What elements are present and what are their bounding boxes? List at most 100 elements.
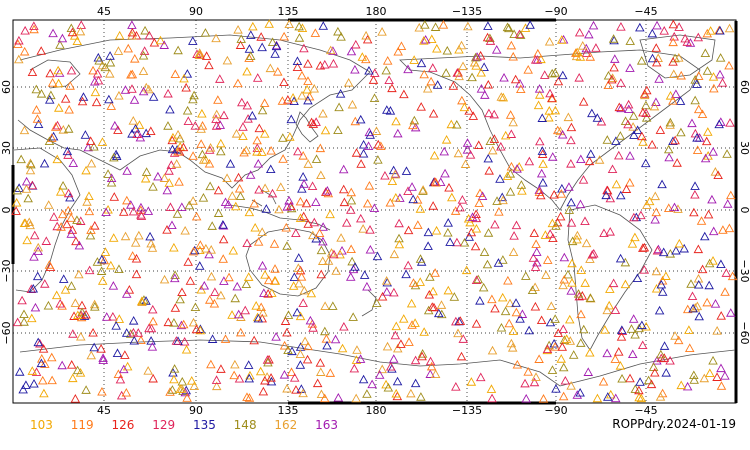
observation-marker	[230, 293, 240, 303]
observation-marker	[252, 143, 263, 152]
observation-marker	[565, 336, 576, 345]
map-caption: ROPPdry.2024-01-19	[612, 417, 736, 431]
observation-marker	[297, 90, 307, 100]
observation-marker	[669, 202, 680, 212]
observation-marker	[257, 147, 267, 156]
observation-marker	[45, 68, 55, 78]
observation-marker	[211, 375, 222, 384]
observation-marker	[121, 328, 132, 337]
tick-right-0: 60	[738, 80, 750, 94]
observation-marker	[485, 33, 495, 43]
observation-marker	[676, 127, 686, 137]
tick-bottom-5: −90	[544, 404, 567, 417]
observation-marker	[463, 21, 473, 31]
observation-marker	[289, 373, 300, 382]
observation-marker	[85, 230, 96, 240]
observation-marker	[244, 53, 254, 62]
observation-marker	[333, 392, 344, 402]
observation-marker	[390, 169, 400, 179]
observation-marker	[613, 347, 624, 356]
observation-marker	[134, 120, 145, 129]
observation-marker	[650, 191, 661, 201]
observation-marker	[170, 303, 181, 312]
observation-marker	[688, 303, 698, 313]
observation-marker	[508, 247, 519, 256]
observation-marker	[328, 58, 339, 68]
observation-marker	[517, 309, 528, 318]
observation-marker	[287, 346, 297, 356]
observation-marker	[236, 34, 246, 43]
observation-marker	[483, 79, 494, 89]
observation-marker	[693, 104, 704, 114]
observation-marker	[320, 301, 330, 310]
observation-marker	[131, 253, 142, 263]
observation-marker	[663, 203, 674, 212]
observation-marker	[358, 224, 368, 233]
observation-marker	[99, 255, 110, 265]
observation-marker	[23, 193, 33, 203]
observation-marker	[19, 317, 29, 326]
observation-marker	[27, 313, 37, 323]
observation-marker	[310, 28, 321, 37]
observation-marker	[448, 81, 459, 90]
observation-marker	[475, 372, 486, 382]
observation-marker	[472, 52, 482, 61]
observation-marker	[408, 278, 419, 287]
observation-marker	[455, 316, 466, 325]
observation-marker	[213, 95, 223, 104]
observation-marker	[700, 231, 710, 241]
lat-ticks-left: 60 30 0 −30 −60	[0, 80, 13, 345]
observation-marker	[511, 220, 522, 230]
observation-marker	[228, 245, 239, 255]
observation-marker	[399, 89, 409, 99]
observation-marker	[383, 382, 394, 392]
observation-marker	[25, 220, 35, 230]
observation-marker	[376, 141, 386, 151]
observation-marker	[306, 288, 317, 298]
observation-marker	[108, 311, 118, 321]
observation-marker	[693, 279, 704, 289]
observation-marker	[646, 379, 657, 389]
observation-marker	[299, 179, 309, 188]
observation-marker	[118, 207, 129, 216]
observation-marker	[282, 241, 292, 250]
observation-marker	[369, 203, 380, 213]
observation-marker	[616, 22, 626, 31]
observation-marker	[410, 122, 421, 132]
tick-top-3: 180	[366, 5, 387, 18]
observation-marker	[66, 360, 77, 369]
observation-marker	[515, 314, 525, 323]
observation-marker	[640, 158, 651, 168]
observation-marker	[524, 156, 535, 166]
observation-marker	[403, 260, 413, 270]
observation-marker	[441, 68, 451, 77]
observation-marker	[374, 370, 385, 379]
observation-marker	[331, 266, 341, 275]
observation-marker	[710, 299, 721, 308]
observation-marker	[303, 219, 313, 228]
observation-marker	[483, 228, 494, 237]
observation-marker	[101, 207, 111, 217]
observation-marker	[715, 53, 726, 62]
observation-marker	[133, 328, 144, 337]
observation-marker	[67, 27, 78, 37]
observation-marker	[578, 324, 589, 334]
coast-new-zealand	[361, 289, 377, 317]
observation-marker	[211, 121, 222, 130]
observation-marker	[71, 236, 81, 246]
observation-marker	[106, 173, 117, 182]
observation-marker	[509, 231, 519, 240]
observation-marker	[533, 100, 544, 110]
observation-marker	[409, 55, 419, 64]
observation-marker	[36, 358, 47, 368]
observation-marker	[361, 54, 371, 64]
observation-marker	[690, 181, 700, 190]
observation-marker	[172, 209, 183, 218]
observation-marker	[80, 130, 91, 139]
observation-marker	[496, 92, 507, 101]
observation-marker	[458, 61, 468, 71]
observation-marker	[502, 171, 513, 180]
observation-marker	[654, 74, 664, 83]
observation-marker	[447, 192, 457, 202]
observation-marker	[408, 194, 418, 204]
